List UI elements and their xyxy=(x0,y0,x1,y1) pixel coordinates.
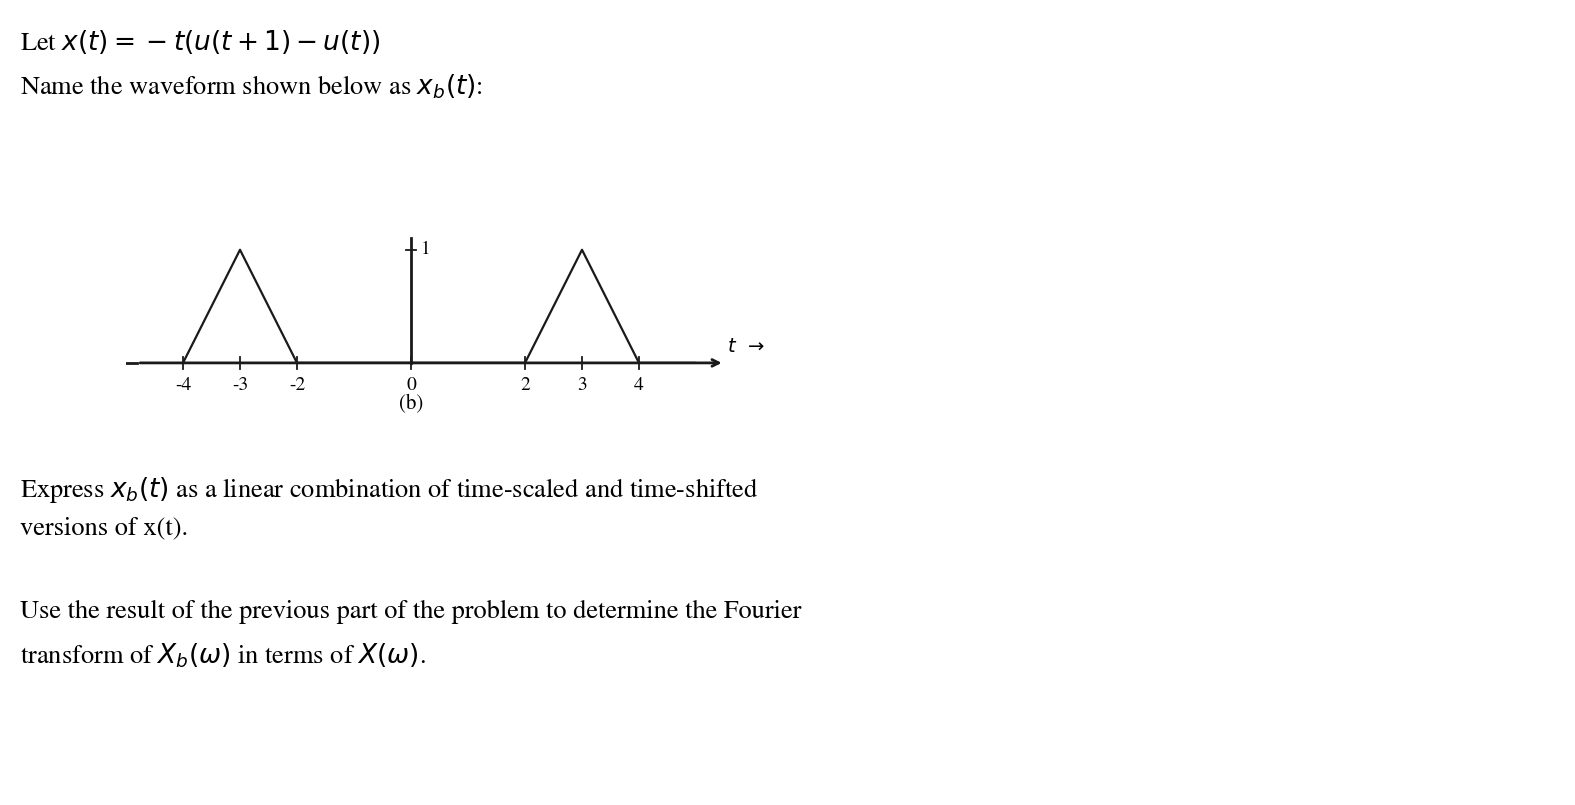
Text: 0: 0 xyxy=(406,377,416,394)
Text: Name the waveform shown below as $x_b(t)$:: Name the waveform shown below as $x_b(t)… xyxy=(20,72,484,101)
Text: -2: -2 xyxy=(288,377,306,394)
Text: 3: 3 xyxy=(576,377,587,394)
Text: Express $x_b(t)$ as a linear combination of time-scaled and time-shifted: Express $x_b(t)$ as a linear combination… xyxy=(20,475,759,505)
Text: transform of $X_b(\omega)$ in terms of $X(\omega)$.: transform of $X_b(\omega)$ in terms of $… xyxy=(20,642,427,670)
Text: 1: 1 xyxy=(421,242,432,258)
Text: $t$  →: $t$ → xyxy=(728,337,765,356)
Text: -3: -3 xyxy=(232,377,249,394)
Text: -4: -4 xyxy=(175,377,191,394)
Text: Use the result of the previous part of the problem to determine the Fourier: Use the result of the previous part of t… xyxy=(20,600,802,624)
Text: 4: 4 xyxy=(635,377,644,394)
Text: versions of x(t).: versions of x(t). xyxy=(20,517,189,541)
Text: 2: 2 xyxy=(520,377,529,394)
Text: (b): (b) xyxy=(398,394,424,415)
Text: Let $x(t) = -t(u(t+1) - u(t))$: Let $x(t) = -t(u(t+1) - u(t))$ xyxy=(20,28,381,56)
